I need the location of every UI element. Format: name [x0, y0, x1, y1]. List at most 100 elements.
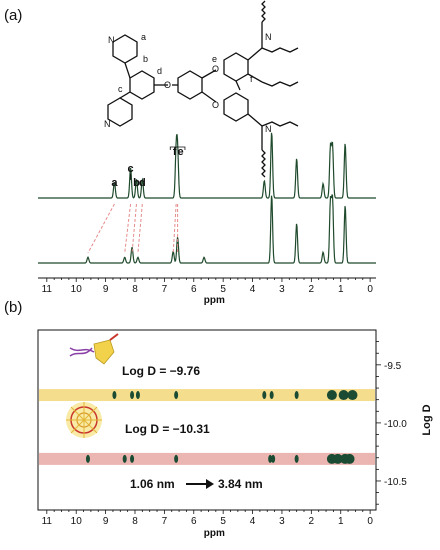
- correlation-line: [87, 203, 115, 254]
- ligand-icon: [69, 333, 119, 365]
- structure-labels: a b c d e f N N O O O N N: [104, 32, 272, 134]
- dosy-spot-0-9: [347, 390, 358, 401]
- nmr-tick-label-2: 2: [309, 284, 315, 295]
- cage-icon: [66, 402, 102, 438]
- dosy-x-tick-label-8: 8: [132, 516, 138, 527]
- dosy-spot-1-3: [174, 454, 179, 463]
- logd-annotation-0: Log D = −9.76: [122, 364, 200, 378]
- molecule-structure: [107, 0, 299, 178]
- nmr-tick-label-11: 11: [42, 284, 53, 295]
- dosy-spot-1-6: [294, 454, 299, 463]
- nmr-spectra: acb d f e: [38, 132, 376, 264]
- dosy-spot-1-1: [122, 454, 127, 463]
- nmr-tick-label-9: 9: [103, 284, 109, 295]
- size-from: 1.06 nm: [130, 477, 175, 491]
- dosy-spot-1-2: [130, 454, 135, 463]
- dosy-y-tick-label: -10.0: [384, 419, 407, 430]
- dosy-y-tick-label: -9.5: [384, 361, 402, 372]
- dosy-x-tick-label-5: 5: [220, 516, 226, 527]
- atom-label-O1: O: [164, 80, 171, 90]
- atom-label-e: e: [212, 54, 217, 64]
- nmr-tick-label-7: 7: [162, 284, 168, 295]
- nmr-spectrum-ligand: [38, 132, 376, 199]
- atom-label-N1: N: [108, 35, 115, 45]
- peak-label-a: a: [111, 177, 118, 189]
- nmr-tick-label-3: 3: [279, 284, 285, 295]
- panel-b-label: (b): [4, 299, 22, 316]
- dosy-spot-1-4: [268, 454, 273, 463]
- peak-label-e: e: [177, 146, 183, 158]
- panel-a-label: (a): [4, 7, 22, 24]
- dosy-spot-0-2: [135, 391, 140, 400]
- dosy-spot-0-6: [294, 391, 299, 400]
- dosy-x-tick-label-2: 2: [309, 516, 315, 527]
- nmr-xlabel: ppm: [204, 295, 225, 306]
- logd-annotation-1: Log D = −10.31: [125, 422, 210, 436]
- size-arrow-head: [206, 479, 214, 489]
- dosy-x-tick-label-10: 10: [71, 516, 83, 527]
- correlation-line: [137, 203, 143, 254]
- aryl-ring-lower: [223, 92, 249, 122]
- dosy-spot-1-0: [85, 454, 90, 463]
- peak-label-f: f: [173, 146, 177, 158]
- nmr-tick-label-8: 8: [132, 284, 138, 295]
- atom-label-N4: N: [265, 124, 272, 134]
- dosy-spot-0-7: [326, 390, 337, 401]
- atom-label-N3: N: [265, 32, 272, 42]
- dosy-spot-0-8: [338, 390, 349, 401]
- dosy-x-tick-label-1: 1: [338, 516, 344, 527]
- phenyl-ring-center: [129, 70, 155, 100]
- nmr-tick-label-5: 5: [220, 284, 226, 295]
- peak-label-b: b: [133, 177, 140, 189]
- dosy-band-cage: [39, 452, 375, 465]
- dosy-x-tick-label-0: 0: [367, 516, 373, 527]
- nmr-tick-label-1: 1: [338, 284, 344, 295]
- nmr-tick-label-4: 4: [250, 284, 256, 295]
- dosy-band-ligand: [39, 389, 375, 402]
- dosy-x-tick-label-6: 6: [191, 516, 197, 527]
- atom-label-N2: N: [104, 119, 111, 129]
- dosy-frame: [37, 329, 377, 511]
- fe-bracket: [169, 146, 186, 150]
- dosy-spot-1-10: [344, 453, 355, 464]
- dosy-x-tick-label-11: 11: [42, 516, 53, 527]
- dosy-xlabel: ppm: [204, 528, 225, 539]
- nmr-tick-label-10: 10: [71, 284, 83, 295]
- size-to: 3.84 nm: [218, 477, 263, 491]
- dosy-x-tick-label-3: 3: [279, 516, 285, 527]
- dosy-spot-0-0: [112, 391, 117, 400]
- correlation-line: [172, 203, 177, 254]
- aryl-ring-upper: [223, 52, 249, 82]
- atom-label-d: d: [157, 66, 162, 76]
- dosy-x-tick-label-4: 4: [250, 516, 256, 527]
- dosy-spot-0-3: [174, 391, 179, 400]
- dosy-spot-1-5: [271, 454, 276, 463]
- nmr-tick-label-0: 0: [367, 284, 373, 295]
- nmr-spectrum-cage: [38, 194, 376, 264]
- nmr-tick-label-6: 6: [191, 284, 197, 295]
- dosy-x-tick-label-9: 9: [103, 516, 109, 527]
- atom-label-O2: O: [212, 64, 219, 74]
- pyridine-ring-top: [112, 34, 138, 64]
- dosy-plot: Log D = −9.76 Log D = −10.31 1.06 nm 3.84 n…: [37, 329, 433, 539]
- dosy-spot-0-1: [130, 391, 135, 400]
- pyridine-ring-bottom: [107, 97, 133, 127]
- dosy-spot-1-8: [332, 453, 343, 464]
- correlation-line: [131, 203, 137, 254]
- peak-label-d: d: [139, 177, 146, 189]
- dosy-spot-0-5: [269, 391, 274, 400]
- dosy-y-tick-label: -10.5: [384, 477, 407, 488]
- atom-label-a: a: [141, 32, 146, 42]
- atom-label-b: b: [143, 54, 148, 64]
- dosy-ylabel: Log D: [421, 404, 433, 435]
- atom-label-f: f: [250, 74, 253, 84]
- dosy-spot-0-4: [262, 391, 267, 400]
- peak-label-c: c: [128, 163, 134, 175]
- triazine-ring: [177, 70, 203, 100]
- atom-label-O3: O: [212, 100, 219, 110]
- correlation-line: [124, 203, 132, 254]
- dosy-x-tick-label-7: 7: [162, 516, 168, 527]
- atom-label-c: c: [118, 84, 123, 94]
